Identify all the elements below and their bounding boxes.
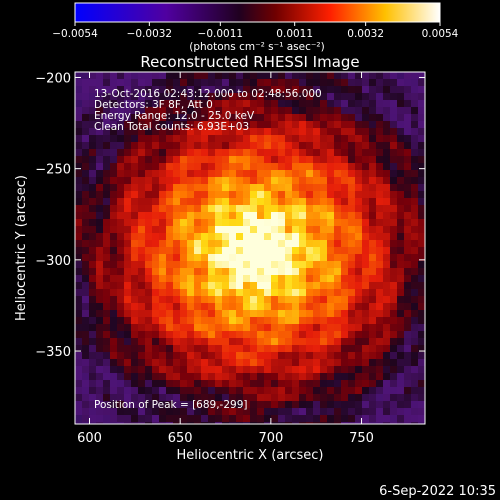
- info-line-counts: Clean Total counts: 6.93E+03: [94, 121, 249, 133]
- y-tick-label: −350: [35, 345, 71, 360]
- info-line-detectors: Detectors: 3F 8F, Att 0: [94, 99, 213, 111]
- info-line-energy: Energy Range: 12.0 - 25.0 keV: [94, 110, 255, 122]
- peak-position-label: Position of Peak = [689,-299]: [94, 399, 248, 411]
- chart-title: Reconstructed RHESSI Image: [140, 53, 359, 71]
- info-line-time: 13-Oct-2016 02:43:12.000 to 02:48:56.000: [94, 88, 322, 100]
- colorbar-units: (photons cm⁻² s⁻¹ asec⁻²): [189, 41, 324, 53]
- colorbar-tick-label: −0.0054: [52, 28, 98, 40]
- colorbar-tick-label: 0.0011: [276, 28, 313, 40]
- x-tick-label: 600: [77, 431, 102, 446]
- colorbar-tick-label: −0.0032: [127, 28, 173, 40]
- x-axis-ticks: 600 650 700 750: [77, 72, 374, 446]
- y-axis-ticks: −200 −250 −300 −350: [35, 71, 425, 360]
- colorbar-tick-label: −0.0011: [198, 28, 244, 40]
- footer-date: 6-Sep-2022 10:35: [379, 484, 496, 499]
- x-axis-label: Heliocentric X (arcsec): [177, 448, 324, 463]
- y-tick-label: −300: [35, 254, 71, 269]
- heatmap-image: [75, 72, 425, 424]
- y-tick-label: −250: [35, 163, 71, 178]
- colorbar-tick-label: 0.0032: [347, 28, 384, 40]
- plot-frame: [74, 71, 426, 425]
- x-tick-label: 750: [349, 431, 374, 446]
- colorbar-ticks: −0.0054 −0.0032 −0.0011 0.0011 0.0032 0.0054: [52, 22, 459, 40]
- x-tick-label: 700: [258, 431, 283, 446]
- colorbar: −0.0054 −0.0032 −0.0011 0.0011 0.0032 0.0054 …: [52, 2, 459, 53]
- y-tick-label: −200: [35, 71, 71, 86]
- y-axis-label: Heliocentric Y (arcsec): [14, 175, 29, 321]
- colorbar-tick-label: 0.0054: [422, 28, 459, 40]
- info-annotation: 13-Oct-2016 02:43:12.000 to 02:48:56.000…: [94, 88, 322, 133]
- x-tick-label: 650: [168, 431, 193, 446]
- colorbar-gradient: [74, 2, 441, 23]
